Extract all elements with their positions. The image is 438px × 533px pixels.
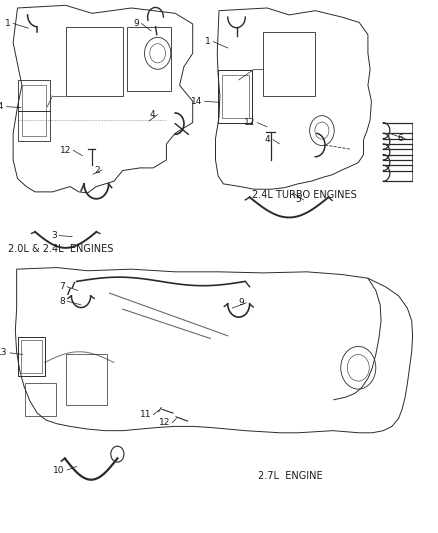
Text: 2.7L  ENGINE: 2.7L ENGINE xyxy=(258,471,322,481)
Text: 5: 5 xyxy=(296,196,301,204)
Text: 8: 8 xyxy=(59,297,65,305)
Text: 1: 1 xyxy=(5,19,11,28)
Bar xyxy=(18,337,45,376)
Bar xyxy=(21,340,42,373)
Text: 12: 12 xyxy=(159,418,170,427)
Bar xyxy=(22,85,46,136)
Bar xyxy=(66,354,107,405)
Text: 9: 9 xyxy=(239,298,244,307)
Bar xyxy=(25,383,56,416)
Bar xyxy=(127,27,171,91)
Bar xyxy=(222,75,249,118)
Bar xyxy=(263,32,315,96)
Text: 13: 13 xyxy=(0,349,8,357)
Text: 4: 4 xyxy=(150,110,155,119)
Text: 2: 2 xyxy=(94,166,100,174)
Text: 12: 12 xyxy=(244,118,255,127)
Text: 1: 1 xyxy=(205,37,211,46)
Text: 12: 12 xyxy=(60,146,71,155)
Text: 14: 14 xyxy=(191,97,202,106)
Text: 11: 11 xyxy=(140,410,151,419)
Bar xyxy=(218,70,252,123)
Text: 10: 10 xyxy=(53,466,65,474)
Text: 2.0L & 2.4L  ENGINES: 2.0L & 2.4L ENGINES xyxy=(8,244,113,254)
Text: 2.4L TURBO ENGINES: 2.4L TURBO ENGINES xyxy=(252,190,357,200)
Text: 3: 3 xyxy=(51,231,57,240)
Bar xyxy=(18,80,50,141)
Text: 6: 6 xyxy=(397,134,403,143)
Text: 4: 4 xyxy=(265,135,271,144)
Bar xyxy=(66,27,123,96)
Text: 14: 14 xyxy=(0,102,4,111)
Text: 7: 7 xyxy=(59,282,65,291)
Text: 9: 9 xyxy=(134,19,139,28)
